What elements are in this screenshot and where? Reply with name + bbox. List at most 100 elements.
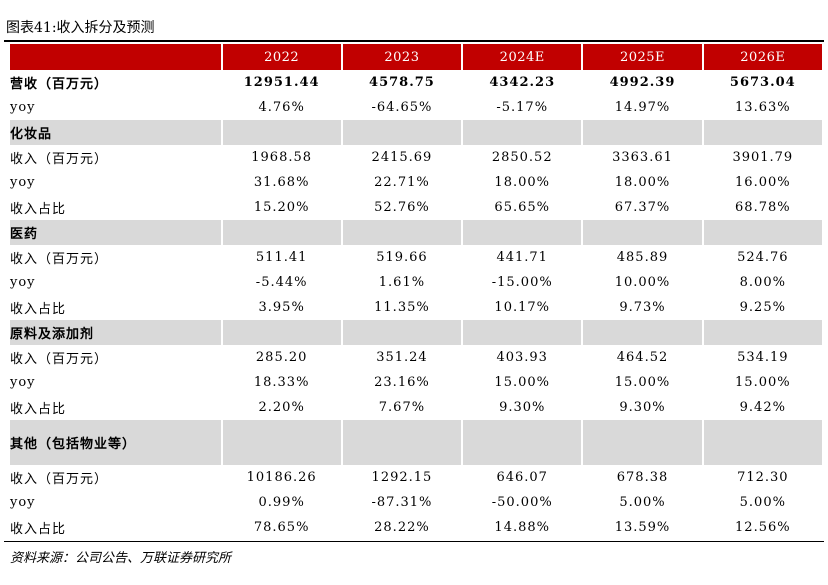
row-label: yoy	[10, 495, 36, 510]
section-fill	[222, 420, 341, 465]
footer-rule	[4, 541, 824, 542]
table-row: yoy -5.44% 1.61% -15.00% 10.00% 8.00%	[10, 270, 822, 295]
cell-value: -5.17%	[496, 100, 549, 115]
table-row: yoy 18.33% 23.16% 15.00% 15.00% 15.00%	[10, 370, 822, 395]
section-fill	[583, 420, 702, 465]
cell-value: 52.76%	[374, 200, 430, 215]
cell-value: -15.00%	[491, 275, 553, 290]
cell-value: 28.22%	[374, 520, 430, 535]
section-row: 医药	[10, 220, 822, 245]
cell-value: 519.66	[376, 250, 428, 265]
cell-value: 9.25%	[739, 300, 786, 315]
table-row: 收入（百万元） 511.41 519.66 441.71 485.89 524.76	[10, 245, 822, 270]
row-label: 收入占比	[10, 402, 67, 417]
section-fill	[583, 220, 702, 245]
section-fill	[222, 320, 341, 345]
section-fill	[463, 220, 582, 245]
cell-value: 534.19	[737, 350, 789, 365]
header-corner	[10, 44, 221, 70]
cell-value: 12.56%	[735, 520, 791, 535]
row-label: yoy	[10, 175, 36, 190]
section-fill	[342, 320, 462, 345]
row-label: yoy	[10, 275, 36, 290]
cell-value: 2850.52	[491, 150, 553, 165]
cell-value: 16.00%	[735, 175, 791, 190]
section-fill	[463, 320, 582, 345]
cell-value: 65.65%	[494, 200, 550, 215]
header-year: 2024E	[463, 44, 582, 70]
cell-value: 3901.79	[732, 150, 794, 165]
header-year: 2026E	[703, 44, 822, 70]
table-row: 收入占比 3.95% 11.35% 10.17% 9.73% 9.25%	[10, 295, 822, 320]
section-fill	[342, 420, 462, 465]
section-title: 其他（包括物业等）	[10, 420, 221, 465]
table-row: 收入（百万元） 10186.26 1292.15 646.07 678.38 712.30	[10, 465, 822, 490]
cell-value: 3.95%	[258, 300, 305, 315]
cell-value: 15.00%	[614, 375, 671, 390]
source-note: 资料来源：公司公告、万联证券研究所	[10, 551, 232, 566]
cell-value: 511.41	[255, 250, 308, 265]
cell-value: 14.88%	[494, 520, 550, 535]
cell-value: 4.76%	[258, 100, 305, 115]
section-fill	[703, 420, 822, 465]
cell-value: 4342.23	[489, 75, 556, 90]
cell-value: 14.97%	[614, 100, 671, 115]
cell-value: -64.65%	[371, 100, 433, 115]
section-fill	[222, 220, 341, 245]
cell-value: 5673.04	[729, 75, 796, 90]
table-row: 收入（百万元） 1968.58 2415.69 2850.52 3363.61 3901.…	[10, 145, 822, 170]
cell-value: 8.00%	[739, 275, 786, 290]
cell-value: 13.63%	[735, 100, 791, 115]
cell-value: 9.73%	[619, 300, 666, 315]
cell-value: 9.30%	[619, 400, 666, 415]
cell-value: 15.00%	[494, 375, 550, 390]
cell-value: 15.00%	[735, 375, 791, 390]
table-row: 收入占比 2.20% 7.67% 9.30% 9.30% 9.42%	[10, 395, 822, 420]
cell-value: 9.30%	[499, 400, 546, 415]
cell-value: 31.68%	[253, 175, 310, 190]
section-row: 其他（包括物业等）	[10, 420, 822, 465]
cell-value: 2415.69	[371, 150, 433, 165]
cell-value: 11.35%	[374, 300, 430, 315]
cell-value: 1292.15	[371, 470, 433, 485]
section-fill	[703, 320, 822, 345]
cell-value: -5.44%	[255, 275, 308, 290]
cell-value: 9.42%	[739, 400, 786, 415]
cell-value: 10.00%	[614, 275, 671, 290]
cell-value: -50.00%	[491, 495, 553, 510]
table-row: yoy 0.99% -87.31% -50.00% 5.00% 5.00%	[10, 490, 822, 515]
row-label: 收入占比	[10, 522, 67, 537]
cell-value: 0.99%	[258, 495, 305, 510]
cell-value: 4578.75	[369, 75, 435, 90]
table-row-revenue-yoy: yoy 4.76% -64.65% -5.17% 14.97% 13.63%	[10, 95, 822, 120]
section-fill	[583, 120, 702, 145]
cell-value: 18.33%	[253, 375, 310, 390]
cell-value: 68.78%	[735, 200, 791, 215]
row-label: yoy	[10, 100, 36, 115]
section-fill	[703, 120, 822, 145]
cell-value: 712.30	[737, 470, 789, 485]
table-row: 收入占比 78.65% 28.22% 14.88% 13.59% 12.56%	[10, 515, 822, 540]
cell-value: 5.00%	[619, 495, 666, 510]
table-row: 收入占比 15.20% 52.76% 65.65% 67.37% 68.78%	[10, 195, 822, 220]
header-row: 2022 2023 2024E 2025E 2026E	[10, 44, 822, 70]
row-label: 收入（百万元）	[10, 152, 109, 167]
section-title: 医药	[10, 220, 221, 245]
cell-value: 13.59%	[614, 520, 671, 535]
cell-value: 12951.44	[243, 75, 320, 90]
row-label: 营收（百万元）	[10, 77, 109, 92]
cell-value: 3363.61	[612, 150, 673, 165]
table-row-revenue: 营收（百万元） 12951.44 4578.75 4342.23 4992.39…	[10, 70, 822, 95]
cell-value: 78.65%	[253, 520, 310, 535]
section-fill	[463, 120, 582, 145]
cell-value: 1.61%	[378, 275, 426, 290]
section-row: 化妆品	[10, 120, 822, 145]
header-year: 2023	[342, 44, 462, 70]
cell-value: 1968.58	[251, 150, 313, 165]
cell-value: 403.93	[496, 350, 548, 365]
cell-value: 646.07	[496, 470, 548, 485]
section-fill	[342, 120, 462, 145]
table-row: yoy 31.68% 22.71% 18.00% 18.00% 16.00%	[10, 170, 822, 195]
section-fill	[342, 220, 462, 245]
cell-value: 285.20	[255, 350, 308, 365]
